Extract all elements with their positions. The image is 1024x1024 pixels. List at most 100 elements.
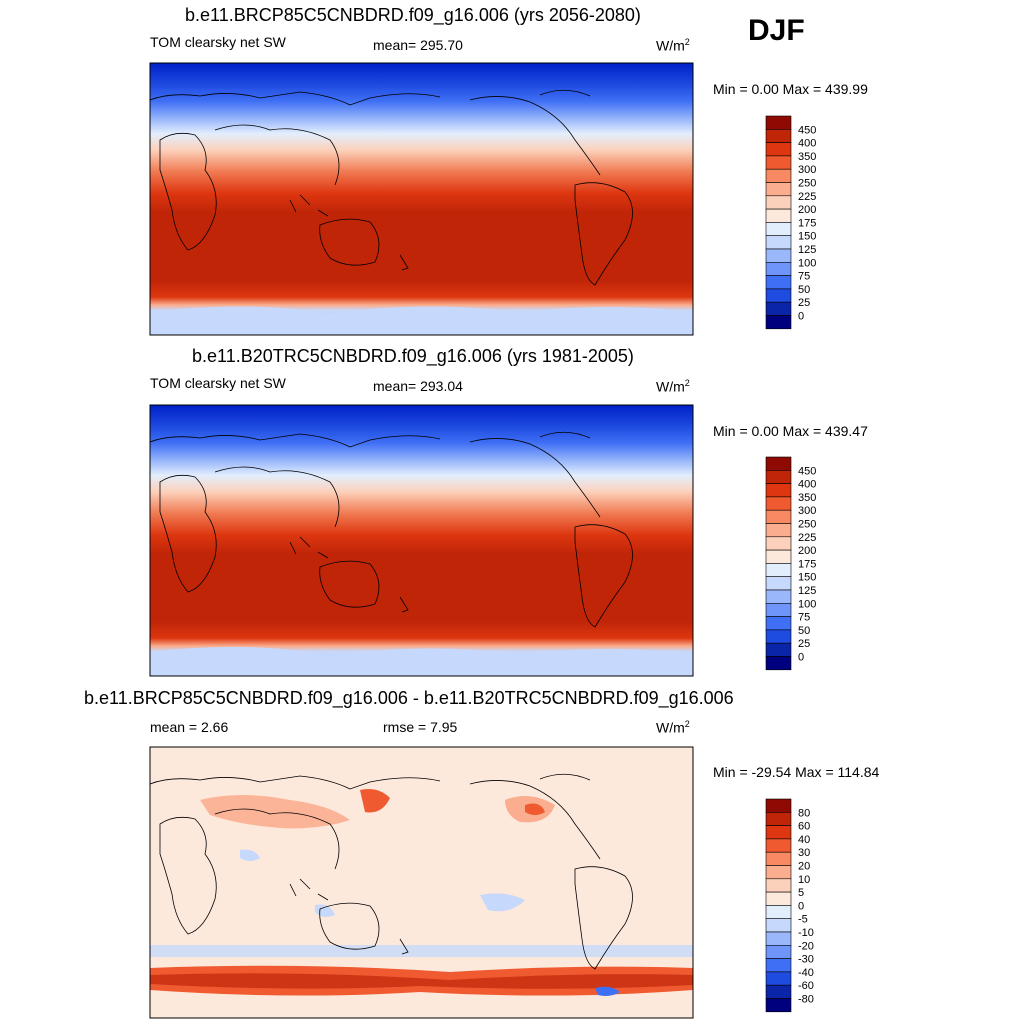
- panel-3-colorbar-label: 5: [798, 887, 804, 899]
- panel-1-map: [149, 62, 694, 336]
- panel-1-variable-label: TOM clearsky net SW: [150, 34, 286, 50]
- panel-2-colorbar-box: [765, 616, 792, 631]
- panel-1-mean-label: mean= 295.70: [373, 37, 463, 53]
- panel-2-minmax: Min = 0.00 Max = 439.47: [713, 423, 868, 439]
- panel-2-colorbar-box: [765, 483, 792, 498]
- panel-3-colorbar-box: [765, 971, 792, 986]
- panel-3-colorbar-box: [765, 811, 792, 826]
- panel-3-colorbar-label: 40: [798, 834, 810, 846]
- panel-1-colorbar-label: 25: [798, 297, 810, 309]
- panel-1-colorbar-box: [765, 142, 792, 157]
- panel-3-colorbar-box: [765, 944, 792, 959]
- panel-2-colorbar-label: 350: [798, 492, 816, 504]
- panel-1-colorbar-box: [765, 129, 792, 143]
- panel-2-colorbar-label: 25: [798, 638, 810, 650]
- panel-1-colorbar-box: [765, 115, 792, 130]
- panel-1-minmax: Min = 0.00 Max = 439.99: [713, 81, 868, 97]
- panel-2-colorbar-box: [765, 536, 792, 551]
- panel-2-colorbar-label: 200: [798, 545, 816, 557]
- panel-3-colorbar-box: [765, 905, 792, 920]
- panel-1-colorbar-label: 125: [798, 244, 816, 256]
- panel-1-antarctica: [150, 306, 693, 335]
- panel-3-colorbar-label: 0: [798, 900, 804, 912]
- panel-3-colorbar-box: [765, 851, 792, 866]
- panel-3-colorbar-label: -20: [798, 940, 814, 952]
- panel-3-colorbar-box: [765, 984, 792, 999]
- panel-1-coastlines: [149, 89, 633, 286]
- panel-3-colorbar-label: -5: [798, 914, 808, 926]
- panel-3-colorbar-box: [765, 798, 792, 813]
- panel-1-colorbar-label: 350: [798, 151, 816, 163]
- panel-1-colorbar-label: 150: [798, 231, 816, 243]
- panel-2-colorbar-box: [765, 469, 792, 484]
- panel-1-colorbar-box: [765, 208, 792, 223]
- panel-1-units: W/m2: [656, 37, 690, 54]
- panel-1-colorbar-box: [765, 182, 792, 197]
- panel-1-colorbar-box: [765, 261, 792, 276]
- panel-1-colorbar-label: 450: [798, 124, 816, 136]
- panel-2-title: b.e11.B20TRC5CNBDRD.f09_g16.006 (yrs 198…: [192, 346, 634, 366]
- panel-2-colorbar-label: 400: [798, 479, 816, 491]
- panel-3-map: [149, 746, 694, 1019]
- panel-3-colorbar-label: 60: [798, 821, 810, 833]
- panel-2-colorbar-label: 75: [798, 612, 810, 624]
- panel-2-mean-label: mean= 293.04: [373, 378, 463, 394]
- panel-2-map: [149, 404, 694, 677]
- panel-3-colorbar-box: [765, 958, 792, 973]
- panel-1-colorbar-box: [765, 248, 792, 263]
- panel-1-colorbar-label: 400: [798, 138, 816, 150]
- panel-2-colorbar-box: [765, 549, 792, 564]
- panel-1-colorbar-label: 75: [798, 271, 810, 283]
- panel-3-colorbar-label: -60: [798, 980, 814, 992]
- panel-2-colorbar-label: 225: [798, 532, 816, 544]
- season-label: DJF: [748, 14, 805, 47]
- panel-3-colorbar-label: -40: [798, 967, 814, 979]
- panel-1-colorbar-box: [765, 288, 792, 303]
- panel-1-colorbar-label: 225: [798, 191, 816, 203]
- panel-3-colorbar-label: 30: [798, 847, 810, 859]
- panel-2-colorbar-box: [765, 629, 792, 644]
- panel-1-colorbar-box: [765, 155, 792, 170]
- panel-2-antarctica: [150, 646, 693, 676]
- panel-1-colorbar-box: [765, 275, 792, 290]
- panel-2-colorbar-box: [765, 456, 792, 471]
- panel-2-colorbar-box: [765, 496, 792, 511]
- panel-1-colorbar-label: 200: [798, 204, 816, 216]
- panel-3-frame: [149, 746, 694, 1019]
- panel-1-title: b.e11.BRCP85C5CNBDRD.f09_g16.006 (yrs 20…: [185, 5, 641, 25]
- panel-3-colorbar-box: [765, 878, 792, 893]
- panel-2-colorbar-label: 0: [798, 652, 804, 664]
- panel-3-mean-label: mean = 2.66: [150, 719, 229, 735]
- panel-2-variable-label: TOM clearsky net SW: [150, 375, 286, 391]
- panel-3-colorbar-box: [765, 838, 792, 853]
- panel-3-colorbar-label: -80: [798, 994, 814, 1006]
- panel-1-colorbar-box: [765, 195, 792, 210]
- panel-2-colorbar-label: 300: [798, 505, 816, 517]
- panel-3-colorbar-box: [765, 918, 792, 933]
- panel-3-title: b.e11.BRCP85C5CNBDRD.f09_g16.006 - b.e11…: [84, 688, 734, 708]
- panel-1-colorbar-label: 100: [798, 257, 816, 269]
- panel-2-field: [150, 405, 693, 676]
- panel-2-colorbar-label: 100: [798, 598, 816, 610]
- panel-2-colorbar-label: 175: [798, 558, 816, 570]
- panel-3-colorbar-label: -10: [798, 927, 814, 939]
- panel-3-colorbar-label: -30: [798, 954, 814, 966]
- panel-1-colorbar-box: [765, 222, 792, 236]
- panel-2-colorbar-box: [765, 576, 792, 591]
- panel-3-colorbar-box: [765, 865, 792, 880]
- panel-1-colorbar-label: 175: [798, 217, 816, 229]
- panel-2-colorbar-label: 450: [798, 465, 816, 477]
- panel-3-colorbar-label: 10: [798, 874, 810, 886]
- panel-2-colorbar-label: 125: [798, 585, 816, 597]
- panel-2-colorbar-box: [765, 589, 792, 604]
- panel-2-colorbar-label: 50: [798, 625, 810, 637]
- panel-3-colorbar-box: [765, 998, 792, 1013]
- panel-2-frame: [149, 404, 694, 677]
- panel-1-colorbar-label: 300: [798, 164, 816, 176]
- panel-2-colorbar-box: [765, 642, 792, 657]
- panel-2-colorbar-box: [765, 563, 792, 578]
